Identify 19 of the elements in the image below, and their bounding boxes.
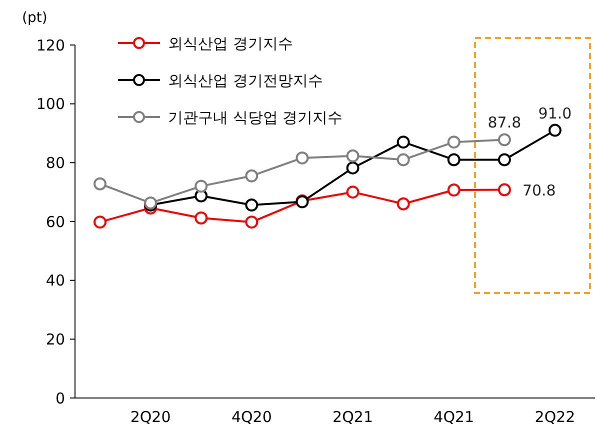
y-tick-label: 120	[36, 36, 65, 54]
y-tick-label: 60	[46, 212, 65, 231]
x-tick-label: 2Q20	[130, 408, 171, 426]
x-tick-label: 4Q21	[434, 408, 474, 426]
y-tick-label: 40	[46, 272, 65, 290]
x-tick-label: 2Q22	[534, 408, 576, 426]
data-label: 87.8	[488, 114, 522, 132]
x-tick-label: 2Q21	[332, 408, 373, 426]
y-tick-label: 100	[36, 95, 65, 114]
data-label: 70.8	[522, 182, 556, 200]
y-tick-label: 80	[46, 154, 65, 172]
legend-label: 외식산업 경기지수	[168, 34, 293, 52]
legend-label: 기관구내 식당업 경기지수	[168, 108, 343, 126]
legend-label: 외식산업 경기전망지수	[168, 71, 323, 90]
data-label: 91.0	[538, 104, 572, 122]
x-tick-label: 4Q20	[231, 408, 272, 426]
y-tick-label: 20	[46, 330, 65, 348]
y-tick-label: 0	[55, 389, 65, 408]
y-axis-title: (pt)	[22, 10, 48, 26]
